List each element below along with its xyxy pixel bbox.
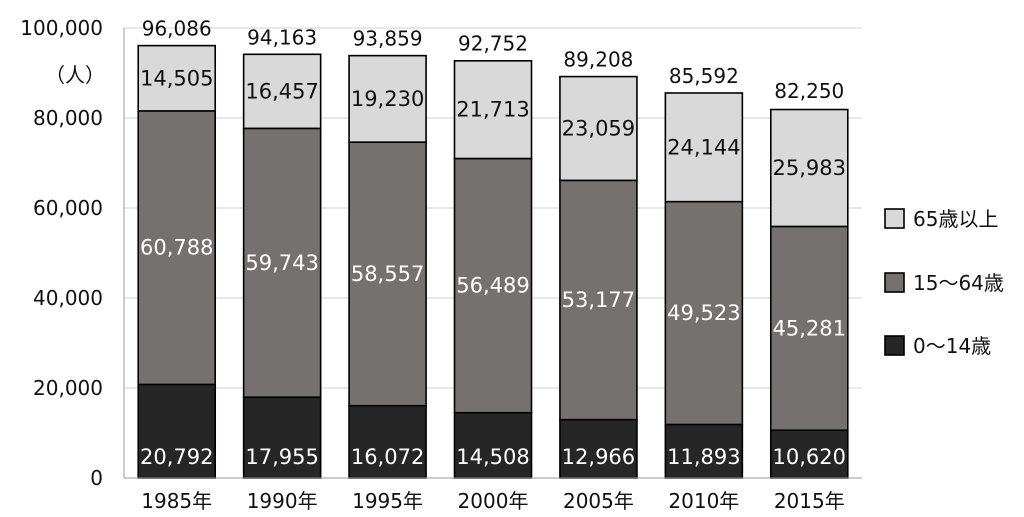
- legend: 65歳以上 15～64歳 0～14歳: [884, 207, 1004, 358]
- legend-swatch: [884, 272, 905, 293]
- legend-label: 0～14歳: [913, 334, 991, 358]
- x-tick-label: 2010年: [668, 489, 739, 513]
- y-tick-label: 60,000: [33, 196, 103, 220]
- x-tick-label: 1995年: [352, 489, 423, 513]
- bar-segment-label: 16,457: [245, 79, 318, 103]
- bar-segment-label: 58,557: [351, 262, 424, 286]
- legend-label: 65歳以上: [913, 207, 998, 231]
- bar-segment-label: 12,966: [562, 445, 635, 469]
- x-tick-label: 1990年: [247, 489, 318, 513]
- legend-label: 15～64歳: [913, 271, 1004, 295]
- bar-segment: [348, 141, 427, 407]
- bar-segment: [348, 404, 427, 479]
- y-tick-label: 20,000: [33, 376, 103, 400]
- bar-segment: [664, 200, 744, 426]
- legend-swatch: [884, 208, 905, 229]
- bar-segment-label: 14,508: [456, 445, 529, 469]
- bar-segment: [559, 418, 638, 479]
- bar-segment-label: 53,177: [562, 288, 635, 312]
- bar-segment-label: 24,144: [667, 135, 740, 159]
- bar-segment: [242, 127, 322, 399]
- y-tick-label: 0: [90, 466, 103, 490]
- bar-segment: [664, 423, 744, 479]
- x-axis: 1985年 1990年 1995年 2000年 2005年 2010年 2015年: [124, 477, 862, 513]
- y-tick-label: 100,000: [20, 16, 103, 40]
- bar-segment: [769, 108, 849, 228]
- bar-segment-label: 21,713: [456, 98, 529, 122]
- bar-segment-label: 19,230: [351, 87, 424, 111]
- bar-segment-label: 25,983: [773, 156, 846, 180]
- y-axis: 0 20,000 40,000 60,000 80,000 100,000: [20, 16, 125, 490]
- bar-total-label: 96,086: [142, 17, 212, 41]
- bars: 20,792 60,788 14,505 96,086 17,955 59,743 16,4…: [137, 17, 849, 479]
- bar-segment: [453, 411, 533, 479]
- y-tick-label: 80,000: [33, 106, 103, 130]
- bar-segment-label: 49,523: [667, 301, 740, 325]
- bar-total-label: 94,163: [247, 25, 317, 49]
- bar-segment: [559, 75, 638, 182]
- bar-segment-label: 59,743: [245, 251, 318, 275]
- bar-segment-label: 11,893: [667, 445, 740, 469]
- x-tick-label: 1985年: [141, 489, 212, 513]
- x-tick-label: 2015年: [774, 489, 845, 513]
- bar-segment: [137, 44, 217, 112]
- bar-segment: [559, 179, 638, 421]
- y-tick-label: 40,000: [33, 286, 103, 310]
- bar-segment-label: 45,281: [773, 316, 846, 340]
- bar-total-label: 92,752: [458, 32, 528, 56]
- bar-segment-label: 10,620: [773, 445, 846, 469]
- bar-segment: [453, 157, 533, 414]
- bar-total-label: 85,592: [669, 64, 739, 88]
- x-tick-label: 2000年: [458, 489, 529, 513]
- bar-segment: [348, 54, 427, 143]
- bar-segment: [242, 53, 322, 130]
- x-tick-label: 2005年: [563, 489, 634, 513]
- bar-total-label: 82,250: [774, 79, 844, 103]
- bar-segment: [769, 429, 849, 479]
- bar-segment-label: 17,955: [245, 445, 318, 469]
- bar-segment-label: 23,059: [562, 116, 635, 140]
- bar-segment-label: 16,072: [351, 445, 424, 469]
- bar-segment-label: 20,792: [140, 445, 213, 469]
- bar-segment: [664, 92, 744, 203]
- bar-total-label: 93,859: [353, 27, 423, 51]
- bar-segment: [137, 110, 217, 386]
- bar-segment: [453, 60, 533, 160]
- bar-total-label: 89,208: [563, 48, 633, 72]
- y-axis-unit-label: （人）: [45, 63, 105, 87]
- bar-segment-label: 14,505: [140, 66, 213, 90]
- legend-swatch: [884, 335, 905, 356]
- bar-segment-label: 56,489: [456, 274, 529, 298]
- bar-segment: [769, 225, 849, 432]
- bar-segment-label: 60,788: [140, 236, 213, 260]
